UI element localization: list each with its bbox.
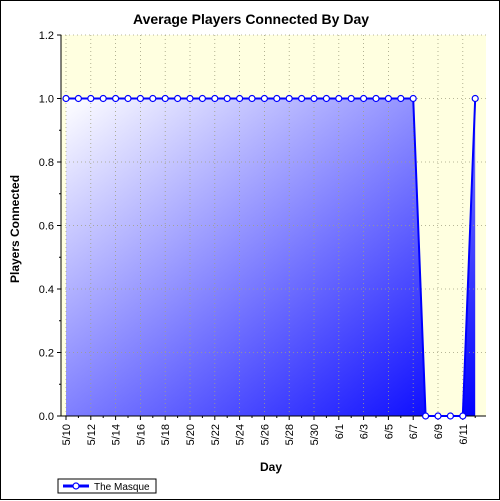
data-point-marker — [310, 94, 318, 103]
data-point-marker — [186, 94, 194, 103]
x-tick-label: 6/5 — [383, 424, 395, 439]
data-point-marker — [422, 412, 430, 420]
x-tick-label: 5/22 — [210, 424, 222, 445]
x-tick-label: 5/26 — [259, 424, 271, 445]
data-point-marker — [136, 94, 144, 103]
x-tick-label: 5/30 — [309, 424, 321, 445]
data-point-marker — [87, 94, 95, 103]
y-tick-label: 0.8 — [39, 157, 54, 169]
legend-box — [57, 478, 157, 494]
data-point-marker — [236, 94, 244, 103]
chart-title: Average Players Connected By Day — [133, 11, 369, 27]
legend-label: The Masque — [94, 482, 150, 493]
data-point-marker — [372, 94, 380, 103]
data-point-marker — [384, 94, 392, 103]
x-tick-label: 5/18 — [160, 424, 172, 445]
data-point-marker — [248, 94, 256, 103]
x-tick-label: 5/14 — [111, 424, 123, 445]
data-point-marker — [124, 94, 132, 103]
x-tick-label: 6/9 — [433, 424, 445, 439]
data-point-marker — [446, 412, 454, 420]
data-point-marker — [298, 94, 306, 103]
series-line — [66, 97, 477, 417]
y-tick-label: 1.0 — [39, 94, 54, 106]
data-point-marker — [471, 94, 479, 103]
x-axis-label: Day — [260, 460, 282, 474]
data-point-marker — [223, 94, 231, 103]
x-tick-label: 6/11 — [458, 424, 470, 445]
x-tick-label: 6/7 — [408, 424, 420, 439]
data-point-marker — [99, 94, 107, 103]
data-point-marker — [74, 94, 83, 103]
x-tick-label: 5/10 — [61, 424, 73, 445]
x-tick-label: 5/24 — [235, 424, 247, 445]
series-area-fill — [66, 98, 476, 416]
data-point-marker — [285, 94, 293, 103]
data-point-marker — [335, 94, 343, 103]
x-tick-label: 5/20 — [185, 424, 197, 445]
data-point-marker — [211, 94, 219, 103]
y-axis-label: Players Connected — [8, 175, 22, 283]
y-tick-label: 0.2 — [39, 348, 54, 360]
x-tick-label: 5/12 — [86, 424, 98, 445]
y-tick-label: 1.2 — [39, 30, 54, 42]
data-point-marker — [397, 94, 405, 103]
data-point-marker — [161, 94, 169, 103]
x-tick-label: 5/16 — [135, 424, 147, 445]
data-point-marker — [260, 94, 268, 103]
data-point-marker — [434, 412, 442, 420]
x-tick-label: 6/1 — [334, 424, 346, 439]
data-point-marker — [62, 94, 70, 103]
y-tick-label: 0.4 — [39, 284, 54, 296]
y-tick-label: 0.0 — [39, 411, 54, 423]
data-point-marker — [198, 94, 206, 103]
legend-marker-sample — [72, 482, 80, 490]
data-point-marker — [174, 94, 182, 103]
data-point-marker — [360, 94, 368, 103]
x-tick-label: 6/3 — [359, 424, 371, 439]
data-point-marker — [273, 94, 281, 103]
x-tick-label: 5/28 — [284, 424, 296, 445]
data-point-marker — [322, 94, 330, 103]
data-point-marker — [111, 94, 120, 103]
data-point-marker — [149, 94, 157, 103]
data-point-marker — [459, 412, 467, 420]
data-point-marker — [409, 94, 417, 103]
y-tick-label: 0.6 — [39, 221, 54, 233]
data-point-marker — [347, 94, 355, 103]
